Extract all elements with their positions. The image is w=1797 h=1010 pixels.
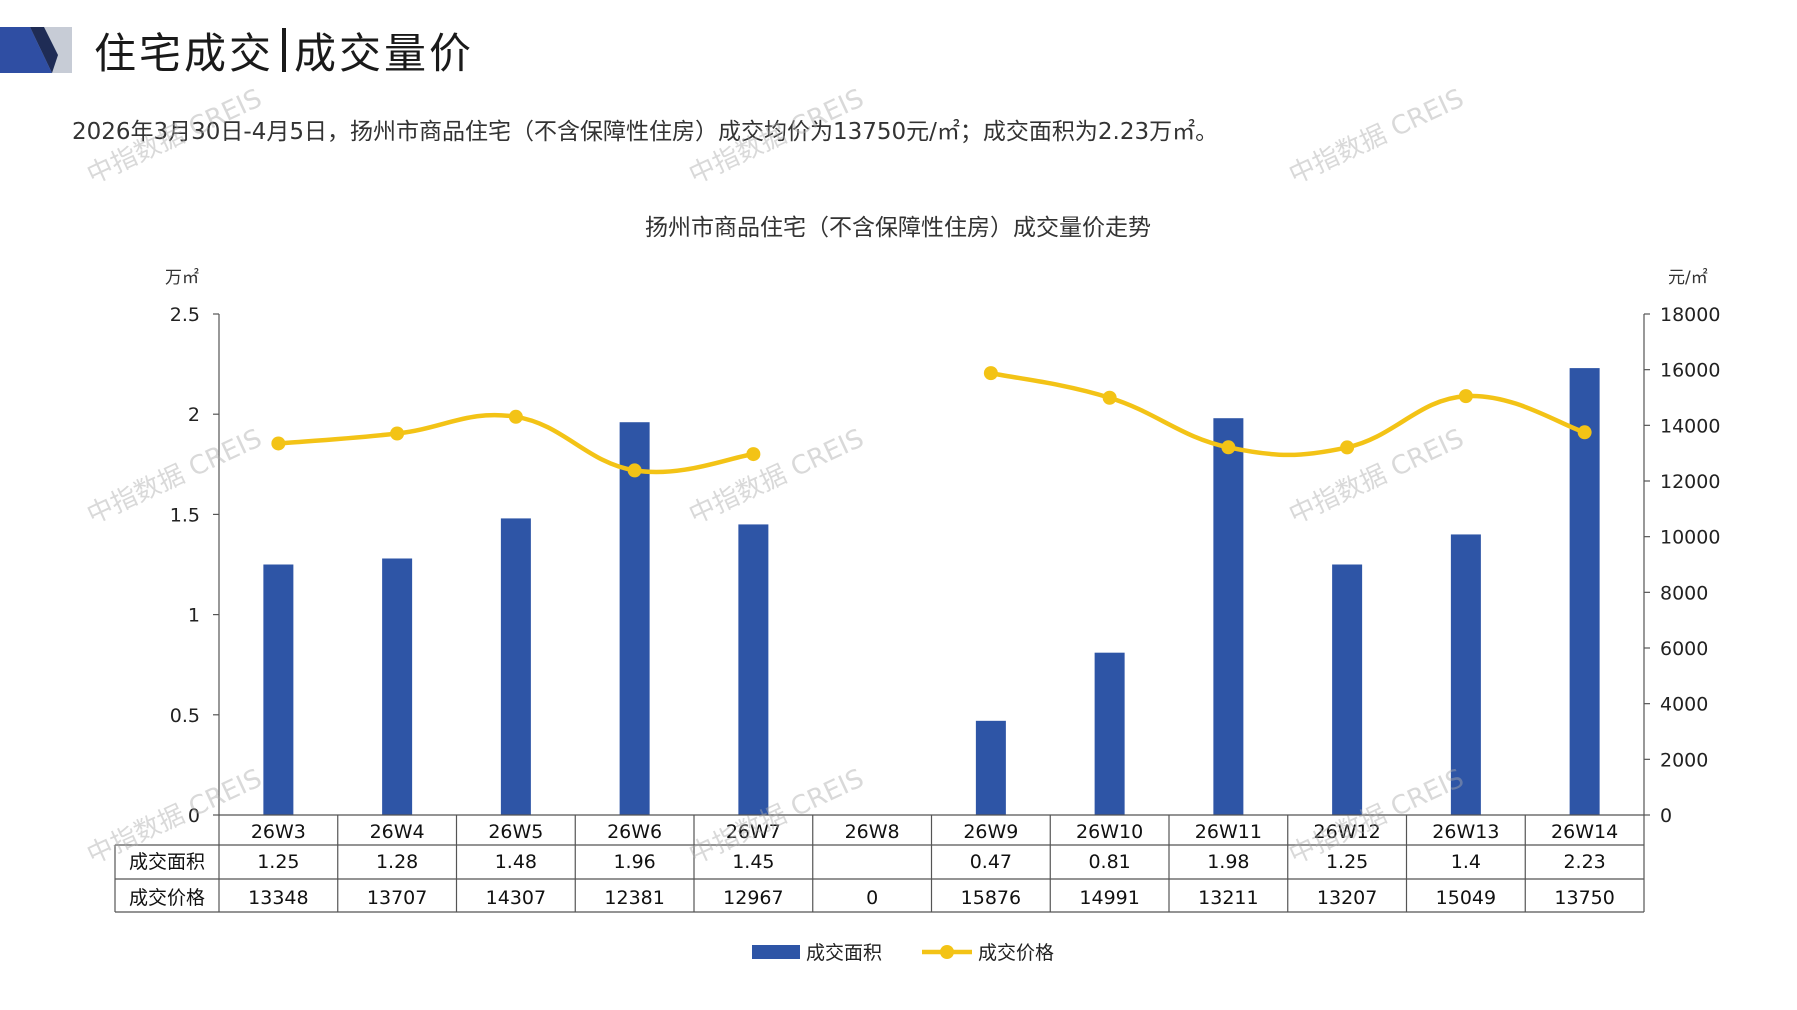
table-cell-price-26W13: 15049 <box>1436 887 1496 909</box>
right-axis-tick-label: 16000 <box>1660 360 1720 382</box>
table-cell-price-26W8: 0 <box>866 887 878 909</box>
summary-text: 2026年3月30日-4月5日，扬州市商品住宅（不含保障性住房）成交均价为137… <box>72 119 1219 145</box>
table-cell-area-26W14: 2.23 <box>1563 851 1605 873</box>
x-axis-label-26W7: 26W7 <box>726 821 781 843</box>
table-cell-price-26W7: 12967 <box>723 887 783 909</box>
right-axis-tick-label: 10000 <box>1660 527 1720 549</box>
bar-26W9 <box>975 720 1006 815</box>
table-cell-price-26W6: 12381 <box>604 887 664 909</box>
chart-title: 扬州市商品住宅（不含保障性住房）成交量价走势 <box>645 215 1151 241</box>
x-axis-label-26W11: 26W11 <box>1195 821 1262 843</box>
table-cell-area-26W12: 1.25 <box>1326 851 1368 873</box>
price-point-26W11 <box>1221 440 1236 455</box>
table-cell-price-26W4: 13707 <box>367 887 427 909</box>
table-cell-area-26W5: 1.48 <box>495 851 537 873</box>
table-cell-price-26W11: 13211 <box>1198 887 1258 909</box>
legend-swatch-price-dot <box>940 945 954 959</box>
right-axis-tick-label: 12000 <box>1660 471 1720 493</box>
brand-logo <box>0 27 72 73</box>
table-cell-price-26W5: 14307 <box>486 887 546 909</box>
left-axis-tick-label: 0.5 <box>170 705 200 727</box>
table-cell-area-26W9: 0.47 <box>970 851 1012 873</box>
right-axis-tick-label: 0 <box>1660 805 1672 827</box>
x-axis-label-26W6: 26W6 <box>607 821 662 843</box>
price-point-26W12 <box>1340 440 1355 455</box>
bar-26W5 <box>500 518 531 815</box>
table-cell-price-26W14: 13750 <box>1554 887 1614 909</box>
table-cell-area-26W13: 1.4 <box>1451 851 1481 873</box>
left-axis-unit: 万㎡ <box>165 268 199 288</box>
x-axis-label-26W12: 26W12 <box>1314 821 1381 843</box>
table-cell-price-26W10: 14991 <box>1079 887 1139 909</box>
table-cell-area-26W7: 1.45 <box>732 851 774 873</box>
bar-26W14 <box>1569 368 1600 815</box>
price-point-26W7 <box>746 447 761 462</box>
right-axis-tick-label: 8000 <box>1660 582 1708 604</box>
table-cell-area-26W10: 0.81 <box>1088 851 1130 873</box>
x-axis-label-26W3: 26W3 <box>251 821 306 843</box>
price-point-26W6 <box>627 463 642 478</box>
bar-26W7 <box>738 524 769 815</box>
price-point-26W4 <box>390 426 405 441</box>
right-axis-tick-label: 4000 <box>1660 694 1708 716</box>
page-title-sub: 成交量价 <box>294 28 475 78</box>
x-axis-label-26W5: 26W5 <box>488 821 543 843</box>
left-axis-tick-label: 0 <box>188 805 200 827</box>
legend-label-price: 成交价格 <box>978 942 1054 964</box>
bar-26W6 <box>619 422 650 815</box>
legend-swatch-area <box>752 945 800 959</box>
right-axis-tick-label: 6000 <box>1660 638 1708 660</box>
table-cell-area-26W11: 1.98 <box>1207 851 1249 873</box>
price-line-segment-1 <box>988 370 1587 458</box>
bar-26W4 <box>382 558 413 815</box>
price-point-26W10 <box>1102 390 1117 405</box>
bar-26W3 <box>263 564 294 815</box>
x-axis-label-26W10: 26W10 <box>1076 821 1143 843</box>
price-point-26W9 <box>983 366 998 381</box>
left-axis-tick-label: 1.5 <box>170 504 200 526</box>
page-title-main: 住宅成交 <box>94 28 275 78</box>
table-cell-price-26W12: 13207 <box>1317 887 1377 909</box>
right-axis-unit: 元/㎡ <box>1668 268 1708 288</box>
right-axis-tick-label: 14000 <box>1660 415 1720 437</box>
bar-26W12 <box>1332 564 1363 815</box>
logo-dark-shape <box>0 27 52 73</box>
left-axis-tick-label: 2.5 <box>170 304 200 326</box>
x-axis-label-26W13: 26W13 <box>1432 821 1499 843</box>
x-axis-label-26W14: 26W14 <box>1551 821 1618 843</box>
table-cell-area-26W4: 1.28 <box>376 851 418 873</box>
bar-26W13 <box>1450 534 1481 815</box>
right-axis-tick-label: 2000 <box>1660 749 1708 771</box>
logo-accent-shape <box>30 27 58 73</box>
left-axis-tick-label: 1 <box>188 605 200 627</box>
page-title: 住宅成交 成交量价 <box>94 20 474 80</box>
price-point-26W13 <box>1458 389 1473 404</box>
table-cell-price-26W3: 13348 <box>248 887 308 909</box>
x-axis-label-26W4: 26W4 <box>370 821 425 843</box>
bar-26W10 <box>1094 652 1125 815</box>
x-axis-label-26W8: 26W8 <box>845 821 900 843</box>
price-point-26W3 <box>271 436 286 451</box>
table-row-label-area: 成交面积 <box>129 851 205 873</box>
table-cell-area-26W6: 1.96 <box>613 851 655 873</box>
table-row-label-price: 成交价格 <box>129 887 205 909</box>
price-point-26W14 <box>1577 425 1592 440</box>
price-point-26W5 <box>508 409 523 424</box>
table-cell-area-26W3: 1.25 <box>257 851 299 873</box>
table-cell-price-26W9: 15876 <box>961 887 1021 909</box>
legend-label-area: 成交面积 <box>806 942 882 964</box>
x-axis-label-26W9: 26W9 <box>963 821 1018 843</box>
right-axis-tick-label: 18000 <box>1660 304 1720 326</box>
bar-26W11 <box>1213 418 1244 815</box>
left-axis-tick-label: 2 <box>188 404 200 426</box>
title-separator <box>282 28 287 72</box>
